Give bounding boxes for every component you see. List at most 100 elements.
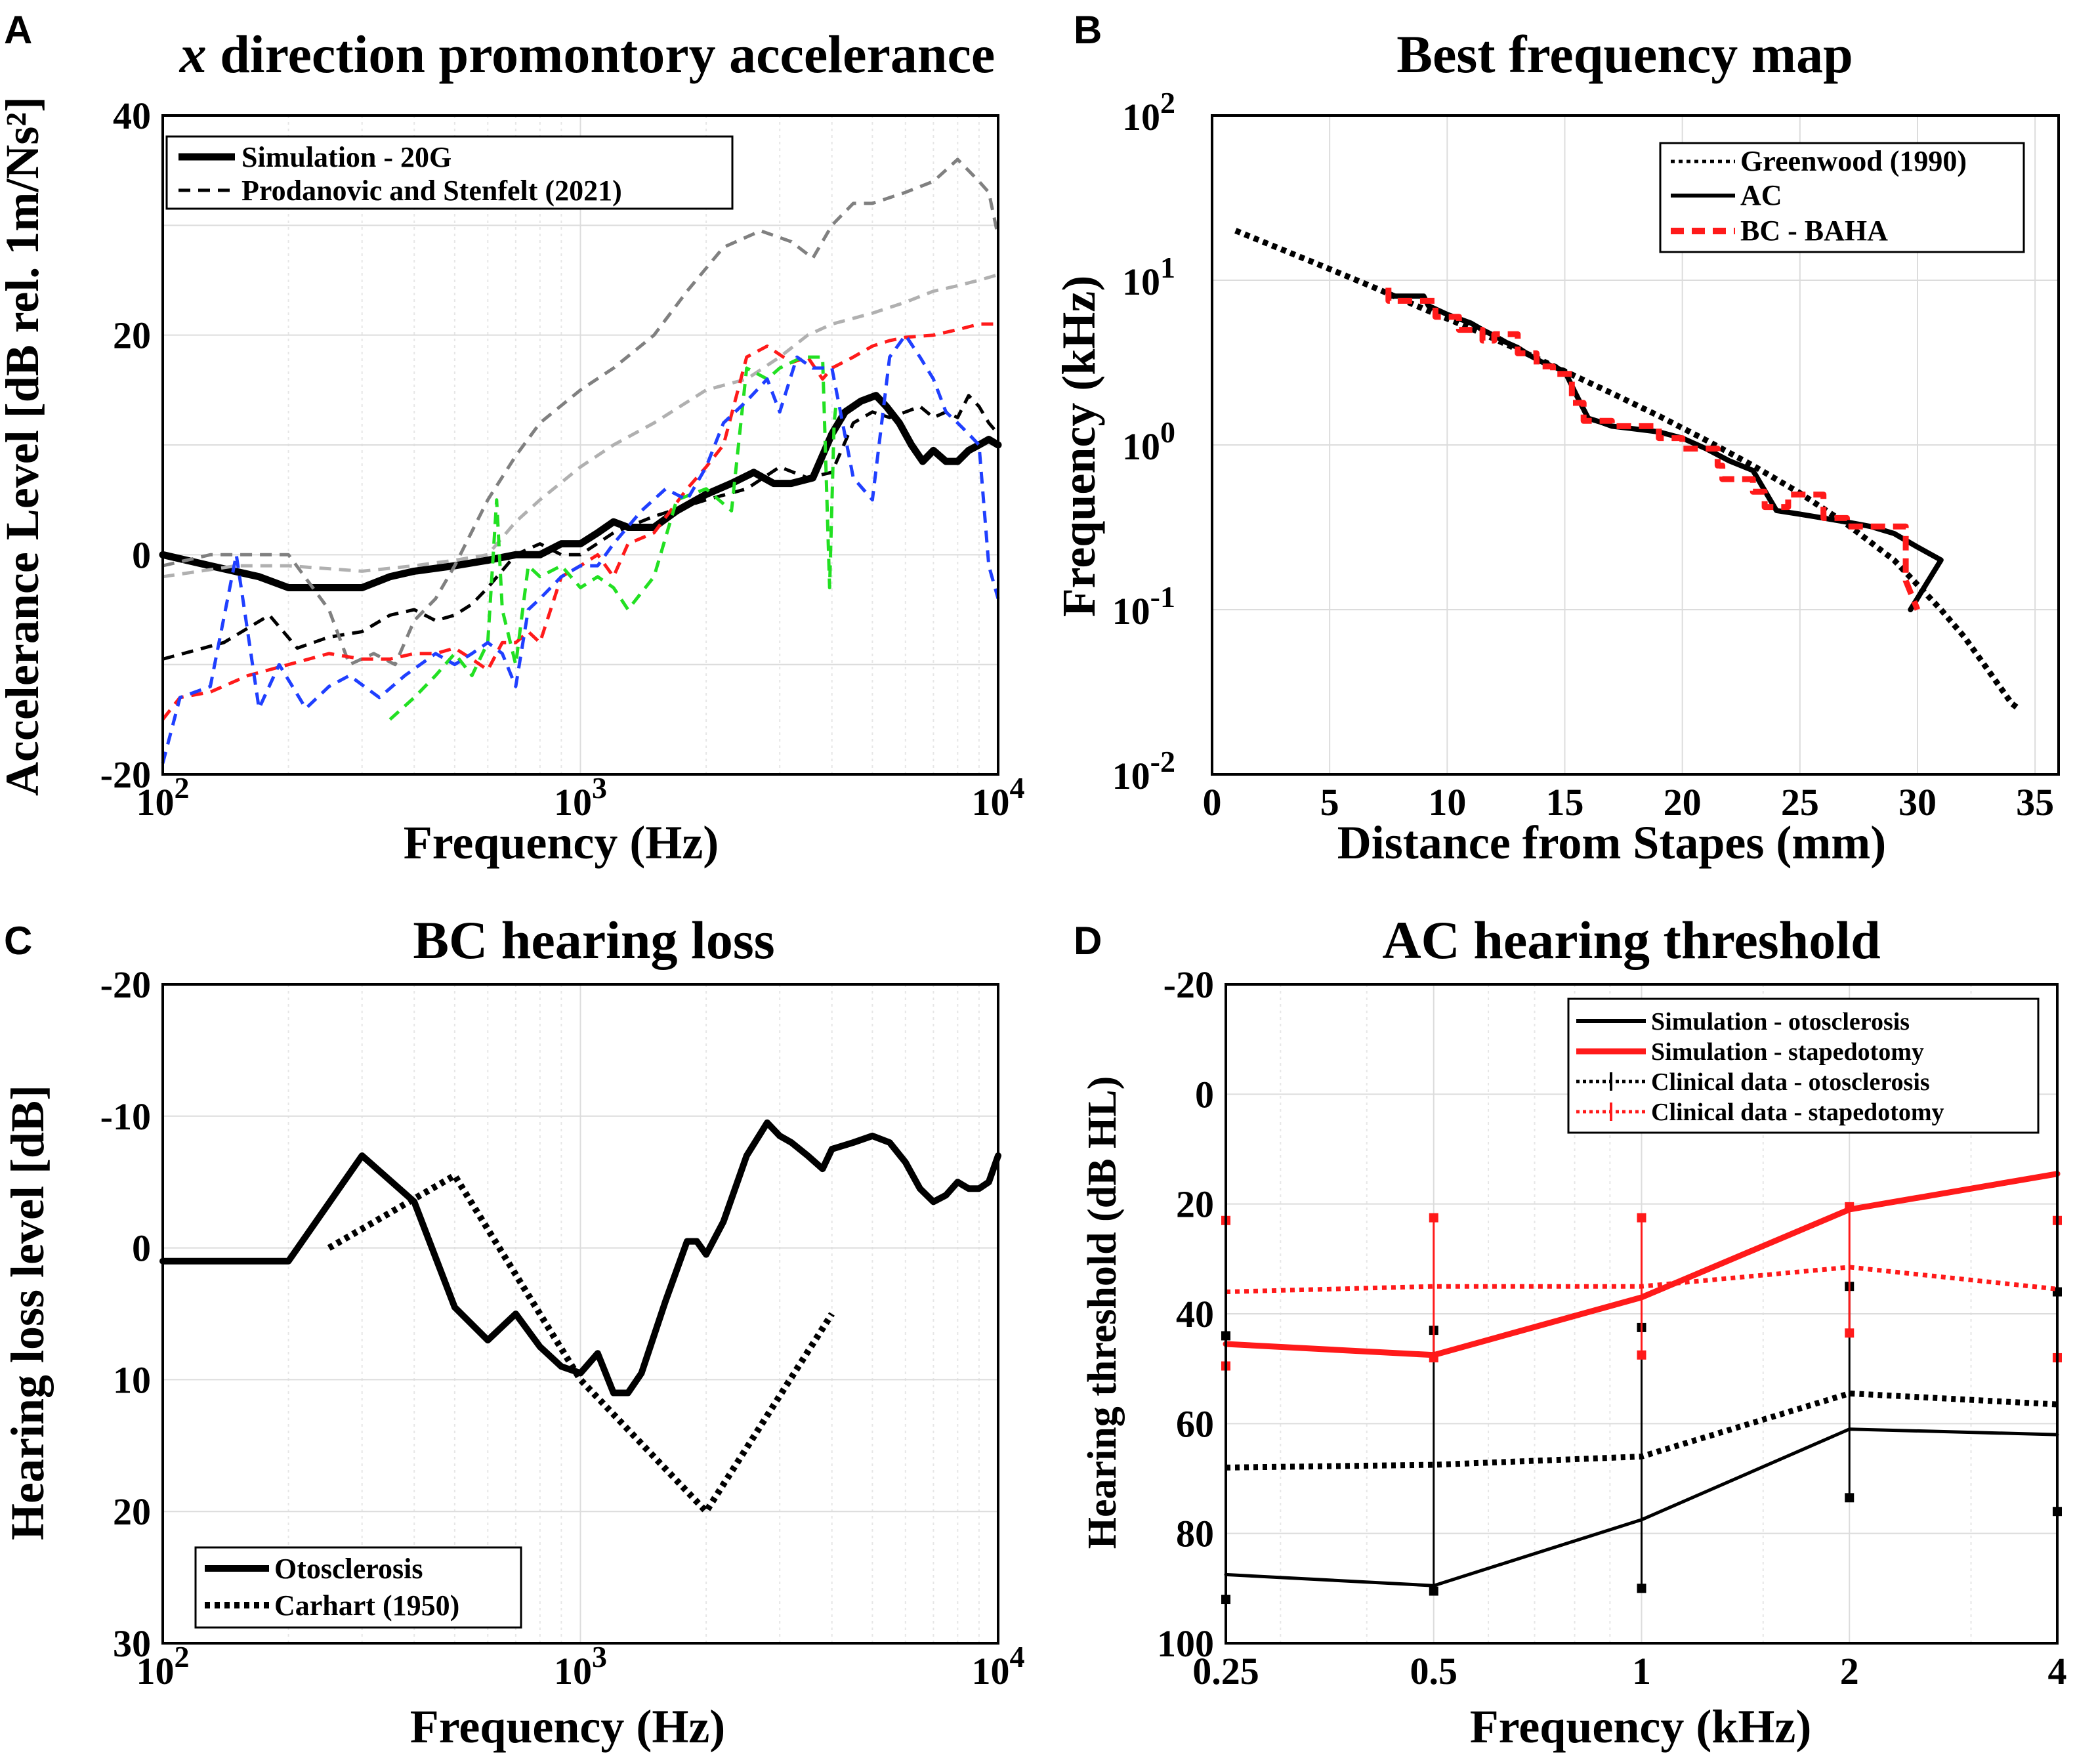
legend-d-label-2: Clinical data - otosclerosis [1651, 1068, 1930, 1096]
tick-b-x: 30 [1898, 781, 1937, 824]
tick-d-x: 4 [2048, 1650, 2067, 1692]
tick-a-x: 104 [972, 771, 1025, 824]
panel-d-ticks: 0.25 0.5 1 2 4 -20 0 20 40 60 80 100 [1157, 963, 2067, 1692]
legend-b-label-1: AC [1740, 179, 1782, 211]
panel-b-legend: Greenwood (1990) AC BC - BAHA [1659, 142, 2025, 253]
panel-d-legend-box [1567, 998, 2040, 1134]
tick-d-y: 0 [1195, 1073, 1214, 1116]
panel-letter-d: D [1074, 919, 1102, 963]
panel-d-x-axis-label: Frequency (kHz) [1470, 1700, 1812, 1753]
panel-c-x-axis-label: Frequency (Hz) [410, 1700, 726, 1753]
panel-a-axes-frame [161, 114, 999, 776]
legend-b-label-0: Greenwood (1990) [1740, 145, 1967, 177]
errorbar-cap-d-clinical-data-stapedotomy [1637, 1213, 1646, 1223]
series-a-prodanovic-and-stenfelt-2021-black [162, 394, 999, 661]
tick-d-x: 0.25 [1192, 1650, 1259, 1692]
tick-b-y: 10-1 [1112, 580, 1175, 633]
panel-d: D AC hearing threshold 0.25 0.5 1 2 4 -20 0 20 4… [1074, 910, 2067, 1753]
panel-a: A x direction promontory accelerance 102… [0, 8, 1025, 869]
legend-d-label-1: Simulation - stapedotomy [1651, 1038, 1924, 1066]
tick-b-y: 101 [1122, 251, 1175, 303]
series-b-greenwood-1990 [1234, 228, 2021, 711]
errorbar-cap-d-clinical-data-stapedotomy [1429, 1353, 1438, 1362]
tick-a-x: 102 [136, 771, 190, 824]
panel-a-ticks: 102 103 104 -20 0 20 40 [100, 94, 1025, 824]
panel-a-y-axis-label: Accelerance Level [dB rel. 1m/Ns²] [0, 96, 49, 796]
panel-b-plot-area [1234, 228, 2021, 711]
errorbar-cap-d-clinical-data-otosclerosis [1845, 1493, 1855, 1503]
series-c-carhart-1950 [327, 1172, 835, 1515]
errorbar-cap-d-clinical-data-stapedotomy [1845, 1328, 1855, 1338]
panel-d-plot-area [1221, 1171, 2062, 1605]
tick-c-y: 0 [132, 1227, 151, 1270]
tick-b-x: 15 [1546, 781, 1584, 824]
series-a-red [161, 322, 998, 721]
tick-a-y: 20 [113, 314, 151, 357]
tick-d-y: -20 [1163, 963, 1214, 1006]
tick-d-y: 80 [1176, 1513, 1214, 1555]
tick-d-x: 1 [1632, 1650, 1651, 1692]
tick-a-y: 40 [113, 94, 151, 137]
tick-d-x: 2 [1840, 1650, 1859, 1692]
panel-c-grid [162, 984, 999, 1644]
panel-letter-b: B [1074, 8, 1102, 52]
tick-b-x: 5 [1320, 781, 1339, 824]
tick-d-y: 40 [1176, 1293, 1214, 1335]
panel-letter-c: C [4, 919, 32, 963]
series-b-bc-baha [1385, 287, 1921, 611]
tick-b-y: 100 [1122, 415, 1175, 468]
panel-d-legend: Simulation - otosclerosis Simulation - s… [1567, 998, 2040, 1134]
panel-c-y-axis-label: Hearing loss level [dB] [1, 1085, 54, 1540]
panel-b-ticks: 0 5 10 15 20 25 30 35 10-2 10-1 100 101 102 [1112, 86, 2054, 824]
panel-b: B Best frequency map 0 5 10 15 20 25 30 35 10-2 1… [1053, 8, 2060, 869]
legend-b-label-2: BC - BAHA [1740, 215, 1888, 247]
errorbar-cap-d-clinical-data-stapedotomy [1429, 1213, 1438, 1223]
panel-c-axes-frame [161, 983, 999, 1645]
tick-c-x: 102 [136, 1640, 190, 1692]
tick-d-x: 0.5 [1410, 1650, 1458, 1692]
tick-c-y: -20 [100, 963, 151, 1006]
tick-a-y: 0 [132, 534, 151, 576]
panel-c: C BC hearing loss 102 103 104 -20 -10 0 10 20 30… [1, 910, 1025, 1753]
panel-a-legend: Simulation - 20G Prodanovic and Stenfelt… [165, 135, 734, 210]
panel-c-title: BC hearing loss [413, 910, 774, 970]
errorbar-cap-d-clinical-data-otosclerosis [1637, 1584, 1646, 1593]
panel-d-title: AC hearing threshold [1382, 910, 1880, 970]
legend-c-label-1: Carhart (1950) [274, 1589, 459, 1622]
series-a-blue [161, 333, 1000, 764]
errorbar-cap-d-clinical-data-stapedotomy [1845, 1202, 1855, 1211]
tick-b-x: 10 [1428, 781, 1466, 824]
series-a-simulation-20g [159, 392, 1002, 591]
panel-c-legend-box [194, 1546, 522, 1629]
tick-d-y: 100 [1157, 1622, 1214, 1665]
panel-c-legend: Otosclerosis Carhart (1950) [194, 1546, 522, 1629]
panel-d-y-axis-label: Hearing threshold (dB HL) [1080, 1076, 1125, 1549]
errorbar-cap-d-clinical-data-otosclerosis [1429, 1586, 1438, 1596]
panel-c-ticks: 102 103 104 -20 -10 0 10 20 30 [100, 963, 1025, 1692]
tick-c-y: 10 [113, 1358, 151, 1401]
tick-b-x: 35 [2016, 781, 2054, 824]
tick-a-y: -20 [100, 753, 151, 796]
tick-b-y: 102 [1122, 86, 1175, 138]
panel-a-x-axis-label: Frequency (Hz) [404, 816, 719, 869]
tick-b-y: 10-2 [1112, 745, 1175, 797]
series-a-dark-gray [162, 158, 1000, 667]
series-a-light-gray [162, 273, 999, 579]
panel-a-title: x direction promontory accelerance [179, 24, 996, 84]
legend-c-label-0: Otosclerosis [274, 1553, 423, 1585]
panel-a-plot-area [159, 158, 1002, 764]
tick-c-x: 104 [972, 1640, 1025, 1692]
series-c-otosclerosis [159, 1119, 1001, 1396]
tick-c-y: 20 [113, 1490, 151, 1533]
panel-a-grid [162, 115, 999, 775]
tick-b-x: 0 [1203, 781, 1222, 824]
panel-b-x-axis-label: Distance from Stapes (mm) [1337, 816, 1887, 869]
panel-c-plot-area [159, 1119, 1001, 1515]
panel-letter-a: A [4, 8, 32, 52]
series-b-ac [1385, 293, 1944, 612]
errorbar-cap-d-clinical-data-stapedotomy [1637, 1350, 1646, 1360]
tick-c-y: -10 [100, 1095, 151, 1138]
tick-c-x: 103 [554, 1640, 607, 1692]
series-a-green [388, 355, 838, 721]
